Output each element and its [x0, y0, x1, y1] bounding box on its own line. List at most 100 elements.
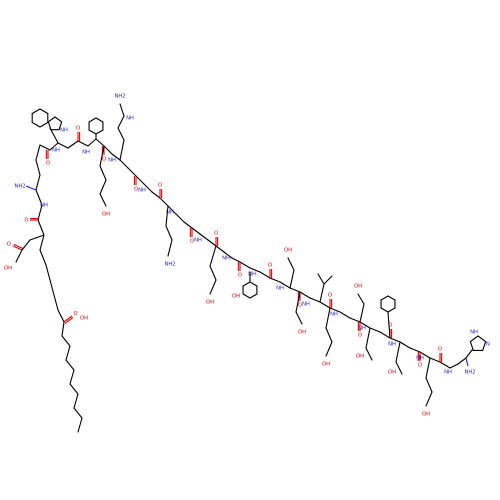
thr-side-chain: [365, 347, 373, 361]
peptide-backbone: [231, 257, 241, 263]
backbone-nh-10: NH: [330, 312, 338, 318]
oxygen-atom: O: [46, 161, 50, 167]
peptide-backbone: [319, 301, 331, 309]
trp-benzene-ring: [39, 121, 49, 128]
backbone-nh-7: NH: [248, 272, 256, 278]
tail-acid-oh: OH: [80, 316, 88, 322]
val-side-chain: [319, 283, 325, 303]
oxygen-atom: O: [438, 346, 442, 352]
ser2-side-chain: [295, 291, 301, 313]
glycine-branch: [15, 249, 23, 263]
oxygen-atom: O: [388, 322, 392, 328]
arg-side-chain: [119, 103, 125, 117]
trp-pyrrole-ring: [54, 116, 63, 123]
peptide-backbone: [143, 183, 153, 193]
thr2-side-chain: [395, 361, 403, 375]
glu2-oh: OH: [206, 300, 214, 306]
glu3-side-chain: [425, 391, 433, 407]
lipid-tail: [73, 407, 83, 419]
asp-oh: OH: [322, 362, 330, 368]
peptide-backbone: [439, 361, 451, 369]
peptide-backbone: [67, 140, 79, 149]
his-imidazole-ring: [482, 340, 487, 352]
tyr-oh: OH: [232, 294, 240, 300]
val-side-chain: [317, 273, 325, 285]
tail-carbonyl: [63, 315, 73, 323]
his-imidazole-ring: [469, 340, 474, 352]
glu3-oh: OH: [422, 412, 430, 418]
peptide-backbone: [175, 213, 185, 223]
phe-ring: [95, 117, 104, 123]
peptide-backbone: [369, 327, 381, 333]
backbone-nh-1: NH: [82, 150, 90, 156]
trp-benzene-ring: [31, 121, 41, 128]
glycine-branch: [21, 239, 31, 251]
peptide-backbone: [259, 271, 271, 279]
thr-side-chain: [365, 327, 371, 349]
ser-side-chain: [287, 257, 295, 271]
peptide-backbone: [159, 197, 169, 207]
lipid-tail: [69, 383, 79, 395]
peptide-backbone: [399, 341, 411, 349]
ser3-oh: OH: [354, 284, 362, 290]
oxygen-atom: O: [74, 311, 78, 317]
backbone-nh-14: NH: [444, 370, 452, 376]
tyr-ring: [242, 293, 251, 299]
his-n: N: [486, 342, 490, 348]
peptide-backbone: [457, 357, 467, 365]
peptide-backbone: [349, 317, 361, 323]
phe-ring: [88, 117, 97, 123]
lipid-tail: [57, 309, 65, 323]
arg-side-chain: [117, 115, 125, 129]
backbone-nh-11: NH: [358, 326, 366, 332]
peptide-backbone: [409, 347, 421, 353]
peptide-backbone: [239, 261, 251, 269]
lysine-branch: [45, 264, 51, 281]
n-terminal-nh2: NH2: [464, 370, 475, 376]
trp-pyrrole-ring: [47, 116, 56, 123]
glycine-branch: [29, 234, 45, 241]
glu2-side-chain: [209, 265, 217, 281]
asp-side-chain: [325, 307, 331, 329]
peptide-backbone: [95, 138, 105, 147]
arg-side-chain: [117, 127, 125, 141]
peptide-backbone: [151, 191, 161, 199]
ser3-side-chain: [359, 303, 365, 323]
lysine-branch: [53, 294, 59, 311]
gln-side-chain: [165, 225, 173, 241]
lipid-tail: [61, 335, 71, 347]
asp-side-chain: [325, 327, 333, 343]
backbone-nh-3: NH: [138, 188, 146, 194]
lysine-branch: [49, 279, 55, 296]
peptide-backbone: [191, 227, 201, 235]
oxygen-atom: O: [190, 239, 194, 245]
backbone-nh-12: NH: [388, 342, 396, 348]
backbone-nh-8: NH: [276, 286, 284, 292]
oxygen-atom: O: [24, 218, 28, 224]
trp-benzene-ring: [39, 108, 49, 115]
peptide-backbone: [77, 140, 89, 147]
peptide-backbone: [299, 291, 311, 299]
lysine-branch: [37, 204, 43, 221]
phe-ring: [88, 129, 97, 135]
gln-side-chain: [165, 205, 169, 227]
glu3-side-chain: [425, 357, 431, 379]
peptide-backbone: [199, 233, 209, 241]
glu-side-chain: [99, 193, 107, 207]
trp-side-chain: [49, 127, 59, 144]
phe-ring: [95, 129, 104, 135]
tail-carbonyl: [64, 317, 74, 324]
peptide-backbone: [429, 357, 441, 363]
phe2-side-chain: [387, 311, 391, 339]
oxygen-atom: O: [328, 292, 332, 298]
peptide-backbone: [419, 351, 431, 359]
ser3-side-chain: [357, 293, 365, 305]
lysine-nh: NH: [40, 203, 48, 209]
peptide-backbone: [135, 175, 145, 185]
phe2-ring: [387, 307, 396, 313]
peptide-backbone: [57, 142, 69, 149]
gln-nh2: NH2: [164, 262, 175, 268]
trp-pyrrole-ring: [58, 121, 63, 131]
phe2-ring: [380, 295, 389, 301]
val-branch: [323, 275, 333, 285]
